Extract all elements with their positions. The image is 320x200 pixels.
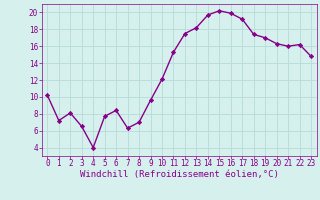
X-axis label: Windchill (Refroidissement éolien,°C): Windchill (Refroidissement éolien,°C) — [80, 170, 279, 179]
